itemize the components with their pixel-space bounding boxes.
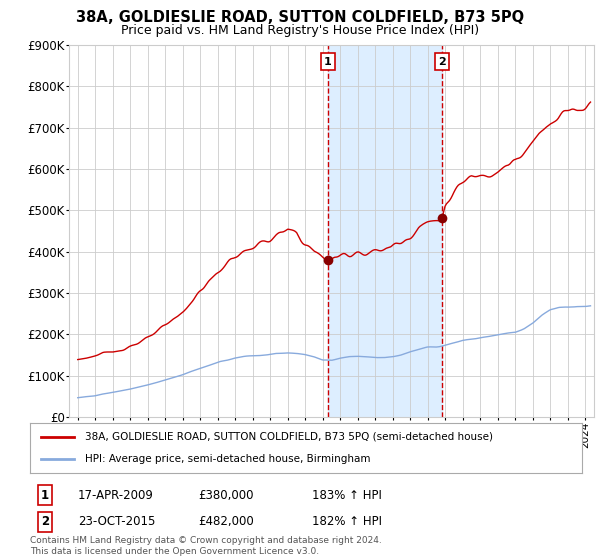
Text: Price paid vs. HM Land Registry's House Price Index (HPI): Price paid vs. HM Land Registry's House …: [121, 24, 479, 36]
Text: £482,000: £482,000: [198, 515, 254, 529]
Text: 1: 1: [41, 488, 49, 502]
Text: £380,000: £380,000: [198, 488, 254, 502]
Text: 17-APR-2009: 17-APR-2009: [78, 488, 154, 502]
Text: 1: 1: [324, 57, 332, 67]
Text: HPI: Average price, semi-detached house, Birmingham: HPI: Average price, semi-detached house,…: [85, 454, 371, 464]
Text: Contains HM Land Registry data © Crown copyright and database right 2024.
This d: Contains HM Land Registry data © Crown c…: [30, 536, 382, 556]
Text: 2: 2: [438, 57, 446, 67]
Text: 23-OCT-2015: 23-OCT-2015: [78, 515, 155, 529]
Text: 2: 2: [41, 515, 49, 529]
Text: 183% ↑ HPI: 183% ↑ HPI: [312, 488, 382, 502]
Text: 38A, GOLDIESLIE ROAD, SUTTON COLDFIELD, B73 5PQ: 38A, GOLDIESLIE ROAD, SUTTON COLDFIELD, …: [76, 10, 524, 25]
Text: 182% ↑ HPI: 182% ↑ HPI: [312, 515, 382, 529]
Text: 38A, GOLDIESLIE ROAD, SUTTON COLDFIELD, B73 5PQ (semi-detached house): 38A, GOLDIESLIE ROAD, SUTTON COLDFIELD, …: [85, 432, 493, 442]
Bar: [328, 45, 442, 417]
